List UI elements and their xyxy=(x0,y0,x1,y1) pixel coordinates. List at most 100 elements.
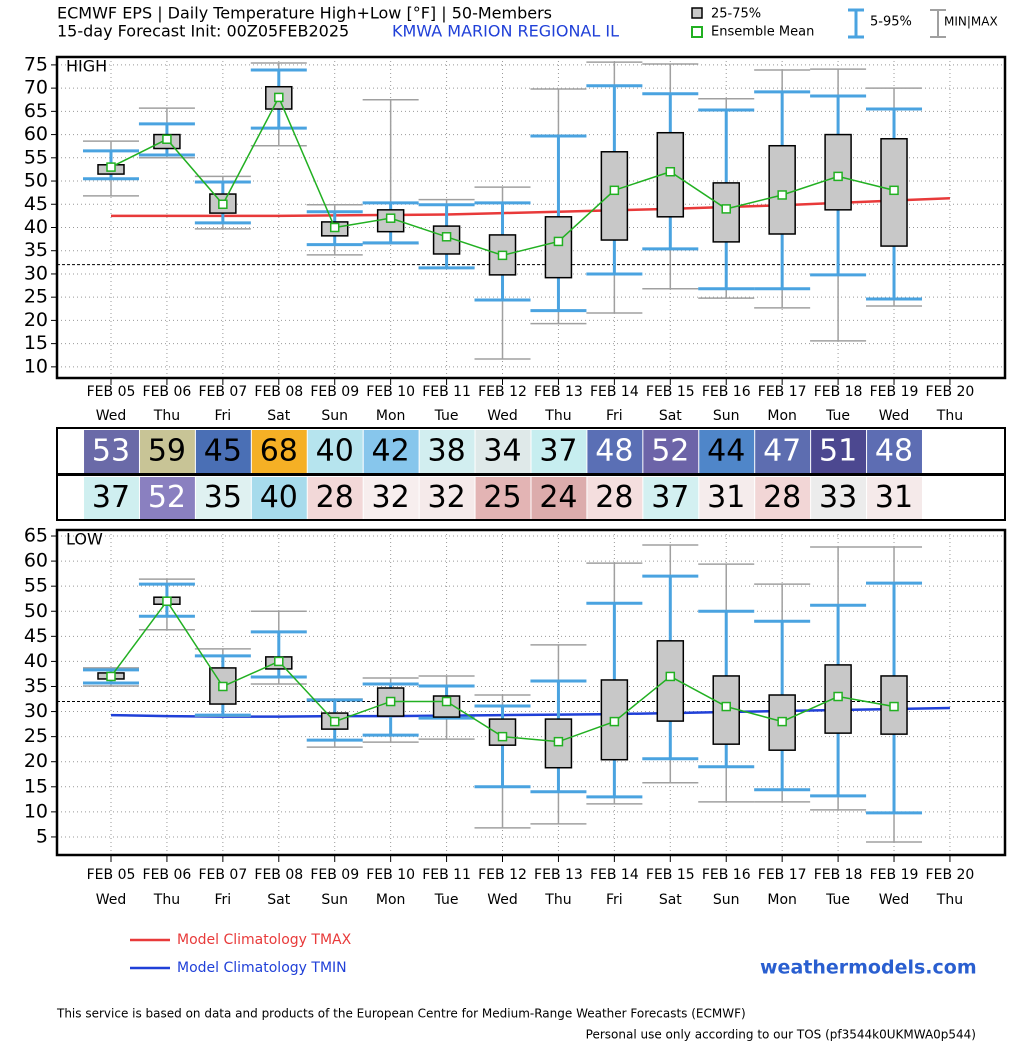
mean-marker xyxy=(441,232,452,242)
table-cell xyxy=(363,430,419,473)
x-tick-label: FEB 10 xyxy=(366,867,415,883)
mean-marker xyxy=(721,701,731,712)
y-tick-label: 50 xyxy=(24,600,48,622)
table-cell xyxy=(867,477,922,519)
table-cell xyxy=(307,477,363,519)
y-tick-label: 20 xyxy=(24,750,48,772)
y-tick-label: 5 xyxy=(36,825,48,847)
x-tick-label: FEB 07 xyxy=(198,384,247,400)
table-cell-value: 33 xyxy=(819,480,857,515)
table-cell-value: 52 xyxy=(148,480,186,515)
y-tick-label: 25 xyxy=(24,286,48,308)
subtitle: 15-day Forecast Init: 00Z05FEB2025 xyxy=(57,22,349,41)
table-cell xyxy=(195,430,251,473)
mean-marker xyxy=(106,671,116,682)
legend-mean-swatch xyxy=(691,26,703,38)
table-cell-value: 52 xyxy=(651,434,689,469)
x-tick-label: FEB 16 xyxy=(702,867,751,883)
x-weekday-label: Sun xyxy=(321,892,348,908)
climatology-legend-label: Model Climatology TMAX xyxy=(177,932,352,948)
table-cell-value: 42 xyxy=(372,434,410,469)
y-tick-label: 10 xyxy=(24,800,48,822)
mean-marker xyxy=(553,736,564,747)
table-cell xyxy=(139,430,195,473)
mean-marker xyxy=(609,185,620,196)
x-tick-label: FEB 06 xyxy=(143,384,192,400)
table-cell-value: 31 xyxy=(875,480,913,515)
mean-marker xyxy=(274,92,284,103)
table-cell xyxy=(811,430,867,473)
footer-terms: Personal use only according to our TOS (… xyxy=(586,1028,976,1042)
mean-marker xyxy=(385,213,396,223)
table-cell xyxy=(419,477,475,519)
mean-marker xyxy=(889,185,899,196)
x-tick-label: FEB 20 xyxy=(926,384,975,400)
mean-marker xyxy=(218,681,228,692)
x-weekday-label: Wed xyxy=(879,408,910,424)
mean-marker xyxy=(497,250,508,261)
mean-marker xyxy=(274,656,284,667)
x-weekday-label: Thu xyxy=(936,892,963,908)
mean-marker xyxy=(889,701,899,712)
mean-marker xyxy=(329,716,340,727)
x-weekday-label: Sat xyxy=(267,892,290,908)
x-tick-label: FEB 18 xyxy=(814,384,863,400)
y-tick-label: 60 xyxy=(24,123,48,145)
mean-marker xyxy=(441,696,452,707)
mean-marker xyxy=(721,204,731,214)
x-weekday-label: Sat xyxy=(659,892,682,908)
table-cell xyxy=(755,477,811,519)
legend-range-label: MIN|MAX xyxy=(944,15,998,29)
table-cell-value: 51 xyxy=(819,434,857,469)
y-tick-label: 70 xyxy=(24,77,48,99)
x-tick-label: FEB 08 xyxy=(254,867,303,883)
mean-marker xyxy=(665,166,676,177)
mean-marker xyxy=(665,671,676,682)
plot-frame xyxy=(57,530,1005,855)
plot-frame xyxy=(57,57,1005,378)
y-tick-label: 25 xyxy=(24,725,48,747)
x-tick-label: FEB 11 xyxy=(422,867,471,883)
table-cell-value: 59 xyxy=(148,434,186,469)
x-weekday-label: Mon xyxy=(376,892,406,908)
mean-marker xyxy=(777,716,787,727)
table-cell xyxy=(699,430,755,473)
table-cell xyxy=(867,430,922,473)
table-cell xyxy=(587,477,643,519)
table-cell xyxy=(84,430,139,473)
x-tick-label: FEB 11 xyxy=(422,384,471,400)
x-weekday-label: Sat xyxy=(659,408,682,424)
mean-marker xyxy=(329,222,340,233)
table-cell xyxy=(363,477,419,519)
mean-marker xyxy=(553,236,564,247)
x-weekday-label: Sun xyxy=(321,408,348,424)
x-weekday-label: Mon xyxy=(767,408,797,424)
table-cell xyxy=(587,430,643,473)
x-tick-label: FEB 13 xyxy=(534,384,583,400)
x-tick-label: FEB 06 xyxy=(143,867,192,883)
x-weekday-label: Thu xyxy=(544,892,571,908)
x-tick-label: FEB 10 xyxy=(366,384,415,400)
x-tick-label: FEB 13 xyxy=(534,867,583,883)
table-cell-value: 28 xyxy=(316,480,354,515)
y-tick-label: 45 xyxy=(24,193,48,215)
x-weekday-label: Tue xyxy=(434,408,459,424)
y-tick-label: 30 xyxy=(24,262,48,284)
brand: weathermodels.com xyxy=(760,957,977,979)
table-cell-value: 37 xyxy=(651,480,689,515)
x-weekday-label: Sat xyxy=(267,408,290,424)
x-weekday-label: Thu xyxy=(153,892,180,908)
x-tick-label: FEB 07 xyxy=(198,867,247,883)
x-tick-label: FEB 12 xyxy=(478,867,527,883)
x-tick-label: FEB 09 xyxy=(310,867,359,883)
table-cell-value: 28 xyxy=(595,480,633,515)
y-tick-label: 50 xyxy=(24,170,48,192)
x-weekday-label: Tue xyxy=(434,892,459,908)
legend-mean-label: Ensemble Mean xyxy=(711,25,814,40)
x-weekday-label: Mon xyxy=(376,408,406,424)
table-cell xyxy=(475,477,531,519)
table-cell-value: 45 xyxy=(204,434,242,469)
mean-marker xyxy=(106,162,116,172)
footer-source: This service is based on data and produc… xyxy=(56,1007,746,1021)
